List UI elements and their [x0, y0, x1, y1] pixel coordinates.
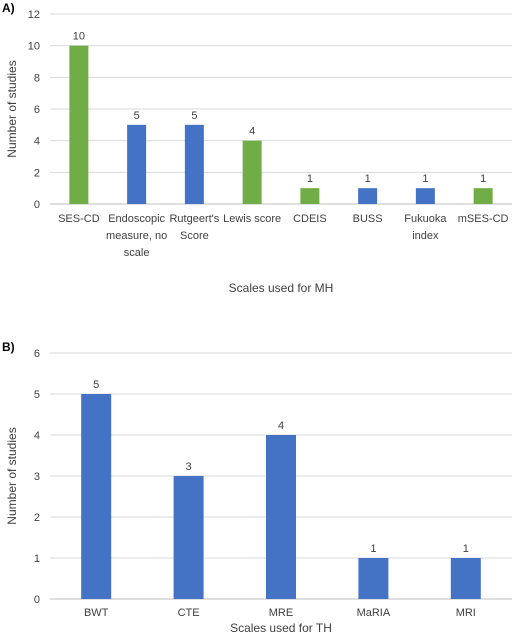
data-label: 4	[249, 126, 255, 138]
y-tick-label: 2	[34, 167, 40, 179]
x-tick-label: Endoscopic measure, no scale	[106, 213, 167, 259]
chart-panel-1: B) 0 1 2 3 4 5 6 5 BWT 3 CTE 4 MRE 1 MaRIA 1 MRI Number of…	[2, 340, 512, 635]
y-tick-label: 4	[34, 136, 40, 148]
y-tick-label: 6	[34, 104, 40, 116]
bar	[415, 188, 435, 204]
x-tick-label: MaRIA	[357, 607, 391, 619]
data-label: 1	[370, 543, 376, 555]
y-tick-label: 10	[28, 41, 40, 53]
y-tick-label: 1	[34, 553, 40, 565]
bar	[69, 45, 89, 204]
data-label: 5	[93, 379, 99, 391]
x-axis-title: Scales used for TH	[230, 621, 332, 635]
y-tick-label: 0	[34, 199, 40, 211]
chart-panel-0: A) 0 2 4 6 8 10 12 10 SES-CD 5 Endoscopic measure, n…	[2, 1, 512, 295]
y-axis-title: Number of studies	[5, 60, 19, 157]
data-label: 10	[73, 31, 85, 43]
data-label: 1	[307, 173, 313, 185]
y-tick-label: 3	[34, 471, 40, 483]
y-tick-label: 4	[34, 430, 40, 442]
x-tick-label: Fukuoka index	[404, 213, 447, 242]
data-label: 1	[463, 543, 469, 555]
bar	[300, 188, 320, 204]
y-axis-title: Number of studies	[5, 427, 19, 524]
y-tick-label: 12	[28, 9, 40, 21]
bar	[358, 188, 378, 204]
y-tick-label: 5	[34, 389, 40, 401]
bar	[184, 124, 204, 204]
bar	[358, 558, 389, 599]
y-tick-label: 0	[34, 594, 40, 606]
data-label: 1	[480, 173, 486, 185]
data-label: 5	[134, 110, 140, 122]
x-tick-label: MRE	[269, 607, 293, 619]
bar	[473, 188, 493, 204]
y-tick-label: 2	[34, 512, 40, 524]
x-tick-label: BWT	[84, 607, 109, 619]
x-axis-title: Scales used for MH	[229, 281, 334, 295]
x-tick-label: Rutgeert's Score	[169, 213, 219, 242]
data-label: 4	[278, 420, 284, 432]
x-tick-label: MRI	[456, 607, 476, 619]
panel-label: A)	[2, 1, 15, 15]
bar	[127, 124, 147, 204]
x-tick-label: CDEIS	[293, 213, 327, 225]
bar	[266, 435, 296, 599]
x-tick-label: Lewis score	[223, 213, 281, 225]
bar	[242, 140, 262, 204]
x-tick-label: SES-CD	[58, 213, 100, 225]
y-tick-label: 8	[34, 72, 40, 84]
x-tick-label: CTE	[178, 607, 200, 619]
bar	[173, 476, 204, 599]
x-tick-label: BUSS	[353, 213, 383, 225]
data-label: 1	[422, 173, 428, 185]
bar	[450, 558, 481, 599]
panel-label: B)	[2, 340, 15, 354]
data-label: 5	[191, 110, 197, 122]
y-tick-label: 6	[34, 348, 40, 360]
data-label: 3	[186, 461, 192, 473]
bar	[81, 394, 112, 599]
data-label: 1	[365, 173, 371, 185]
x-tick-label: mSES-CD	[458, 213, 509, 225]
